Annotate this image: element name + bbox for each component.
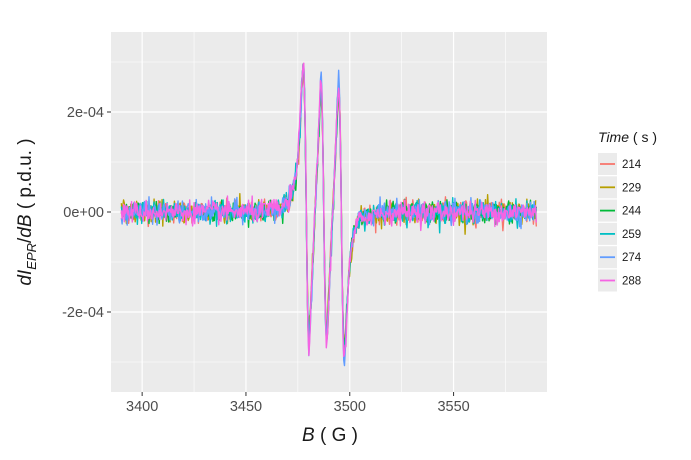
y-axis-prefix: dI [15, 269, 36, 286]
y-tick-label: 0e+00 [63, 205, 104, 221]
y-axis-var2: dB [15, 214, 36, 238]
series-line-288 [120, 62, 538, 358]
y-tick-label: -2e-04 [62, 305, 104, 321]
x-axis-title: B ( G ) [302, 425, 358, 446]
legend-label: 288 [622, 276, 641, 288]
legend-label: 274 [622, 252, 642, 264]
legend-title-variable: Time [598, 129, 629, 145]
legend: Time ( s ) 214 229 244 259 274 288 [598, 129, 657, 292]
x-tick-label: 3550 [437, 399, 469, 415]
x-tick-label: 3500 [334, 399, 366, 415]
series-layer [120, 62, 538, 367]
y-axis-subscript: EPR [24, 243, 39, 270]
x-axis-unit: G [332, 425, 347, 446]
x-tick-label: 3450 [230, 399, 262, 415]
x-tick-label: 3400 [126, 399, 158, 415]
x-axis-variable: B [302, 425, 315, 446]
x-axis: 3400 3450 3500 3550 [126, 392, 470, 415]
legend-label: 244 [622, 206, 642, 218]
legend-label: 229 [622, 182, 641, 194]
legend-title: Time ( s ) [598, 129, 657, 145]
y-axis-title: dIEPR/dB ( p.d.u. ) [15, 138, 39, 285]
legend-label: 259 [622, 229, 641, 241]
y-axis-slash: / [15, 237, 36, 243]
legend-keys: 214 229 244 259 274 288 [598, 153, 642, 292]
y-axis: 2e-04 0e+00 -2e-04 [62, 105, 111, 321]
legend-label: 214 [622, 159, 642, 171]
legend-title-unit: s [641, 129, 648, 145]
y-tick-label: 2e-04 [67, 105, 104, 121]
y-axis-unit: p.d.u. [15, 150, 36, 198]
